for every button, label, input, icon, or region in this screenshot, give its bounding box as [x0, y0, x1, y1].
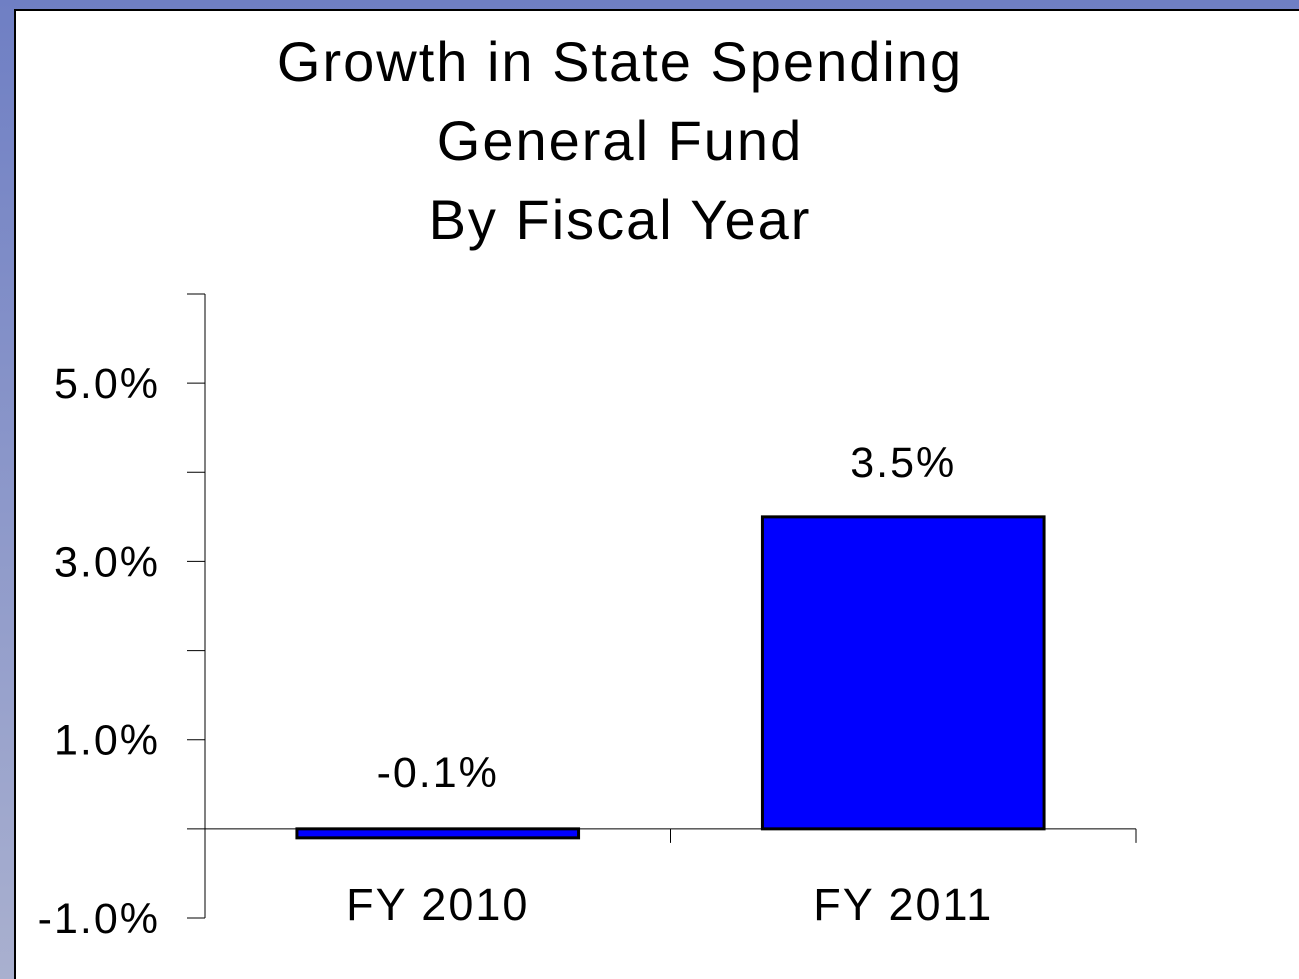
chart-title-line-1: Growth in State Spending: [276, 30, 964, 93]
x-category-label: FY 2010: [346, 879, 529, 930]
data-label: -0.1%: [377, 749, 499, 797]
chart-title-line-3: By Fiscal Year: [428, 188, 812, 251]
bar-fy-2011: [760, 515, 1046, 831]
bar-fy-2010: [295, 827, 581, 840]
y-tick-label: 5.0%: [54, 360, 160, 408]
chart-panel: [14, 9, 1299, 979]
x-category-label: FY 2011: [813, 879, 993, 930]
chart-title: Growth in State Spending General Fund By…: [0, 22, 1240, 259]
y-tick-label: -1.0%: [38, 895, 160, 943]
chart-title-line-2: General Fund: [436, 109, 804, 172]
y-tick-label: 1.0%: [54, 717, 160, 765]
y-tick-label: 3.0%: [54, 538, 160, 586]
data-label: 3.5%: [850, 439, 956, 487]
